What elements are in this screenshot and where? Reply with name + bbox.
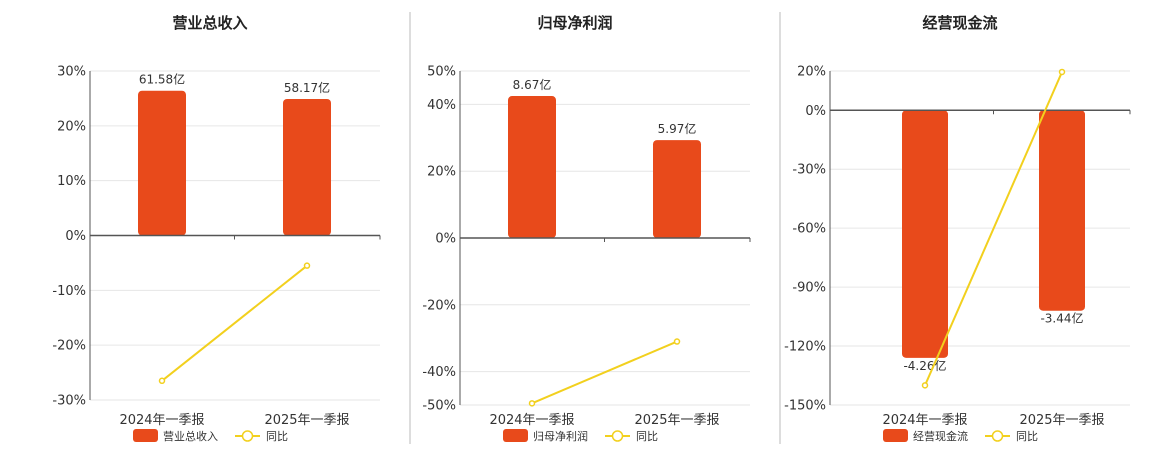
x-category-label: 2025年一季报 — [1019, 413, 1104, 428]
x-category-label: 2024年一季报 — [119, 413, 204, 428]
bar — [902, 110, 948, 358]
yoy-line — [924, 71, 1063, 386]
chart-panel-1: 营业总收入 30% 20% 10% 0% -10% -20% -30% 61.58亿 58.17亿… — [52, 14, 381, 443]
bar — [1039, 110, 1085, 311]
x-category-label: 2024年一季报 — [882, 413, 967, 428]
legend-line-label: 同比 — [1016, 430, 1038, 443]
bar-data-label: 58.17亿 — [284, 80, 330, 95]
bar-data-label: 5.97亿 — [658, 121, 697, 136]
y-tick-label: 20% — [797, 65, 826, 80]
bar — [653, 140, 701, 238]
yoy-point — [673, 338, 681, 345]
yoy-point — [158, 377, 166, 385]
legend-line-label: 同比 — [636, 430, 658, 443]
chart-title: 经营现金流 — [922, 14, 997, 32]
legend-line-marker — [241, 430, 254, 442]
legend-bar-swatch — [503, 429, 528, 442]
legend-bar-label: 归母净利润 — [533, 429, 588, 443]
y-tick-label: 40% — [427, 98, 456, 113]
y-tick-label: -90% — [792, 281, 826, 296]
y-tick-label: 0% — [805, 104, 826, 119]
yoy-point — [303, 262, 311, 269]
yoy-point — [921, 382, 929, 389]
bar — [138, 90, 186, 236]
y-tick-label: -20% — [422, 298, 456, 313]
yoy-point — [1058, 68, 1066, 76]
legend-bar-swatch — [133, 429, 158, 442]
legend-bar-label: 经营现金流 — [913, 429, 968, 443]
legend-line-label: 同比 — [266, 430, 288, 443]
x-category-label: 2025年一季报 — [264, 413, 349, 428]
bar-data-label: -3.44亿 — [1040, 311, 1083, 326]
yoy-line — [531, 340, 678, 405]
legend-bar-label: 营业总收入 — [163, 429, 218, 443]
legend-line-marker — [991, 430, 1004, 442]
y-tick-label: 30% — [57, 65, 86, 80]
yoy-point — [528, 400, 536, 407]
y-tick-label: -10% — [52, 284, 86, 299]
bar — [283, 98, 331, 236]
yoy-line — [161, 264, 308, 382]
chart-panel-3: 经营现金流 20% 0% -30% -60% -90% -120% -150% -4.26亿 -3… — [784, 14, 1131, 443]
x-category-label: 2024年一季报 — [489, 413, 574, 428]
bar-data-label: 8.67亿 — [513, 77, 552, 92]
y-tick-label: 10% — [57, 174, 86, 189]
y-tick-label: -20% — [52, 339, 86, 354]
chart-title: 归母净利润 — [537, 14, 612, 32]
bar-data-label: 61.58亿 — [139, 72, 185, 87]
y-tick-label: -30% — [792, 163, 826, 178]
y-tick-label: 20% — [427, 165, 456, 180]
y-tick-label: -120% — [784, 340, 826, 355]
chart-title: 营业总收入 — [172, 14, 247, 32]
y-tick-label: -150% — [784, 399, 826, 414]
y-tick-label: -50% — [422, 399, 456, 414]
y-tick-label: 0% — [435, 232, 456, 247]
y-tick-label: -30% — [52, 394, 86, 409]
y-tick-label: 20% — [57, 119, 86, 134]
x-category-label: 2025年一季报 — [634, 413, 719, 428]
chart-panel-2: 归母净利润 50% 40% 20% 0% -20% -40% -50% 8.67亿 5.97亿 20… — [422, 14, 751, 443]
y-tick-label: 0% — [65, 229, 86, 244]
bar-data-label: -4.26亿 — [903, 358, 946, 373]
bar — [508, 96, 556, 238]
y-tick-label: -60% — [792, 222, 826, 237]
legend-bar-swatch — [883, 429, 908, 442]
y-tick-label: -40% — [422, 365, 456, 380]
legend-line-marker — [611, 430, 624, 442]
y-tick-label: 50% — [427, 65, 456, 80]
